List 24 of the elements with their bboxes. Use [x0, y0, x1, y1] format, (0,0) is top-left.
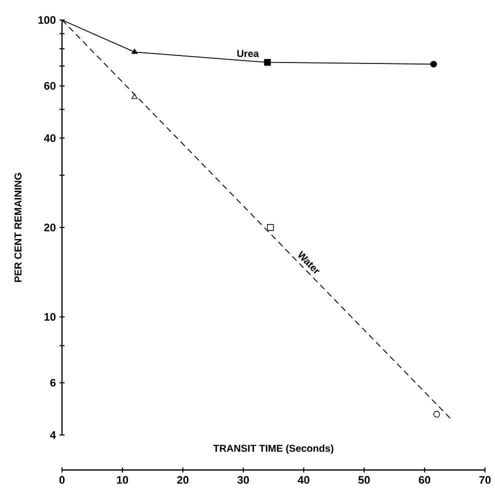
x-axis-title: TRANSIT TIME (Seconds) — [213, 444, 334, 454]
x-tick-label: 50 — [358, 476, 370, 484]
series-label: Urea — [237, 50, 259, 58]
point — [430, 60, 437, 68]
y-tick-label: 100 — [38, 16, 56, 24]
point — [132, 48, 138, 54]
x-tick-label: 70 — [479, 476, 491, 484]
y-axis-title: PER CENT REMAINING — [14, 173, 22, 282]
y-tick-label: 6 — [50, 378, 56, 387]
x-tick-label: 30 — [237, 476, 249, 484]
y-tick-label: 60 — [44, 82, 56, 90]
y-tick-label: 10 — [44, 312, 56, 321]
point — [264, 59, 271, 66]
point — [132, 94, 138, 99]
y-tick-label: 40 — [44, 134, 56, 142]
x-tick-label: 60 — [418, 476, 430, 484]
x-tick-label: 20 — [177, 476, 188, 484]
x-tick-label: 10 — [117, 476, 128, 484]
y-tick-label: 20 — [44, 224, 56, 232]
x-tick-label: 40 — [298, 476, 310, 484]
x-tick-label: 0 — [59, 476, 65, 484]
y-tick-label: 4 — [50, 431, 56, 439]
point — [433, 410, 440, 418]
point — [267, 224, 274, 231]
